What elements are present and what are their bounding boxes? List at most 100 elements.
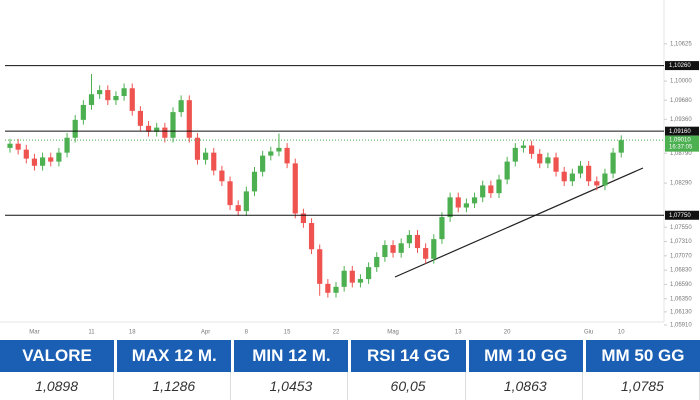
candle-body <box>162 127 168 138</box>
candle-body <box>406 234 412 244</box>
candle-body <box>317 249 323 284</box>
table-header: MIN 12 M. <box>234 340 349 372</box>
candle-body <box>618 140 624 153</box>
x-tick-label: Apr <box>201 330 210 336</box>
table-header: MM 10 GG <box>468 340 583 372</box>
candle-body <box>398 243 404 253</box>
candle-body <box>154 127 160 132</box>
candle-body <box>496 179 502 194</box>
y-tick-label: 1,05910 <box>670 323 692 329</box>
candle-body <box>88 94 95 105</box>
candle-body <box>186 100 192 138</box>
candle-body <box>31 158 38 166</box>
table-value: 1,0785 <box>586 372 700 400</box>
y-tick-label: 1,07310 <box>670 239 692 245</box>
candle-body <box>447 197 453 218</box>
candle-body <box>488 185 494 194</box>
candle-body <box>586 165 592 182</box>
candle-body <box>105 90 111 101</box>
x-tick-label: Mag <box>387 330 399 336</box>
candle-body <box>577 165 584 174</box>
candle-body <box>471 197 478 204</box>
x-tick-label: Giu <box>584 330 593 336</box>
candle-body <box>211 152 217 171</box>
x-tick-label: 11 <box>88 330 95 336</box>
candle-body <box>113 96 119 101</box>
last-price-time: 16:37:05 <box>669 145 693 151</box>
level-label: 1,10260 <box>669 63 691 69</box>
candle-body <box>529 145 535 154</box>
candle-body <box>7 143 13 148</box>
candle-body <box>455 197 461 208</box>
candle-body <box>268 151 274 156</box>
candle-body <box>121 88 127 97</box>
candle-body <box>194 137 201 160</box>
candle-body <box>545 157 551 164</box>
candle-body <box>178 100 184 113</box>
candle-body <box>284 147 290 164</box>
candle-body <box>431 239 437 259</box>
candle-body <box>97 90 103 95</box>
level-tag <box>665 61 699 71</box>
table-value: 1,0898 <box>0 372 115 400</box>
y-tick-label: 1,06350 <box>670 296 692 302</box>
level-tag <box>665 126 699 136</box>
candle-body <box>439 217 445 240</box>
candle-body <box>561 171 567 182</box>
candle-body <box>569 173 575 182</box>
table-value: 1,0863 <box>469 372 583 400</box>
candle-body <box>251 171 258 192</box>
x-tick-label: 10 <box>618 330 625 336</box>
candle-body <box>80 104 86 120</box>
y-tick-label: 1,09680 <box>670 98 692 104</box>
table-header: RSI 14 GG <box>351 340 466 372</box>
x-tick-label: Mar <box>29 330 39 336</box>
candle-body <box>23 149 29 159</box>
candle-body <box>243 191 249 212</box>
candle-body <box>349 270 355 283</box>
x-tick-label: 22 <box>333 330 340 336</box>
y-tick-label: 1,10625 <box>670 41 692 47</box>
candle-body <box>602 173 608 186</box>
candle-body <box>308 223 315 250</box>
candle-body <box>235 205 241 212</box>
level-label: 1,07750 <box>669 213 691 219</box>
y-tick-label: 1,06830 <box>670 268 692 274</box>
x-tick-label: 13 <box>455 330 462 336</box>
candle-body <box>40 157 46 166</box>
table-header: VALORE <box>0 340 115 372</box>
chart: 1,10625 1,10000 1,09680 1,09360 1,08790 1,082… <box>0 0 699 336</box>
x-tick-label: 20 <box>504 330 511 336</box>
candle-body <box>480 185 486 198</box>
y-tick-label: 1,09360 <box>670 117 692 123</box>
candle-body <box>219 170 225 182</box>
last-price-label: 1,09010 <box>669 138 691 144</box>
candle-body <box>594 181 600 186</box>
candle-body <box>504 161 510 180</box>
candle-body <box>276 147 282 152</box>
candle-body <box>292 163 298 214</box>
level-label: 1,09160 <box>669 129 691 135</box>
stats-table: VALORE MAX 12 M. MIN 12 M. RSI 14 GG MM 10 G… <box>0 340 700 400</box>
x-tick-label: 18 <box>129 330 136 336</box>
candle-body <box>423 248 429 259</box>
candle-body <box>64 137 70 153</box>
candle-body <box>537 153 543 164</box>
table-value: 60,05 <box>351 372 466 400</box>
candle-body <box>390 245 396 253</box>
y-tick-label: 1,10000 <box>670 79 692 85</box>
candle-body <box>553 157 559 172</box>
y-tick-label: 1,07550 <box>670 225 692 231</box>
x-tick-label: 8 <box>245 330 249 336</box>
candle-body <box>137 110 143 126</box>
y-tick-label: 1,07070 <box>670 253 692 259</box>
candle-body <box>366 267 372 280</box>
candle-body <box>414 234 421 249</box>
candle-body <box>374 257 380 268</box>
candle-body <box>325 283 331 293</box>
candle-body <box>145 125 152 132</box>
candle-body <box>227 181 233 206</box>
table-value: 1,1286 <box>117 372 232 400</box>
y-tick-label: 1,06130 <box>670 309 692 315</box>
